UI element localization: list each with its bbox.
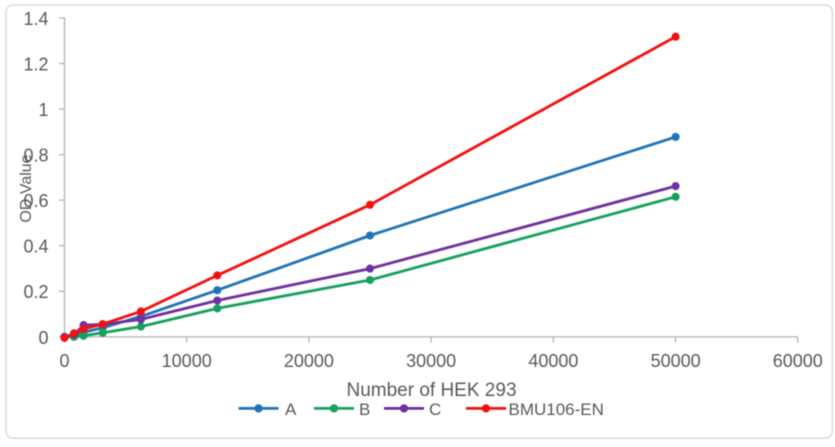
svg-text:0: 0: [59, 351, 69, 371]
svg-text:0.6: 0.6: [23, 191, 48, 211]
svg-text:60000: 60000: [773, 351, 823, 371]
svg-text:10000: 10000: [162, 351, 212, 371]
svg-text:20000: 20000: [284, 351, 334, 371]
svg-text:1: 1: [38, 100, 48, 120]
svg-text:Number of HEK 293: Number of HEK 293: [346, 380, 516, 401]
svg-text:30000: 30000: [406, 351, 456, 371]
svg-text:C: C: [429, 400, 441, 419]
svg-text:0.8: 0.8: [23, 146, 48, 166]
svg-text:1.2: 1.2: [23, 55, 48, 75]
svg-text:BMU106-EN: BMU106-EN: [509, 400, 604, 419]
svg-text:0.4: 0.4: [23, 237, 48, 257]
svg-text:1.4: 1.4: [23, 9, 48, 29]
svg-text:0: 0: [38, 328, 48, 348]
svg-text:0.2: 0.2: [23, 282, 48, 302]
svg-text:B: B: [359, 400, 370, 419]
svg-text:OD Value: OD Value: [18, 154, 35, 222]
svg-text:40000: 40000: [528, 351, 578, 371]
svg-text:50000: 50000: [651, 351, 701, 371]
svg-text:A: A: [285, 400, 297, 419]
